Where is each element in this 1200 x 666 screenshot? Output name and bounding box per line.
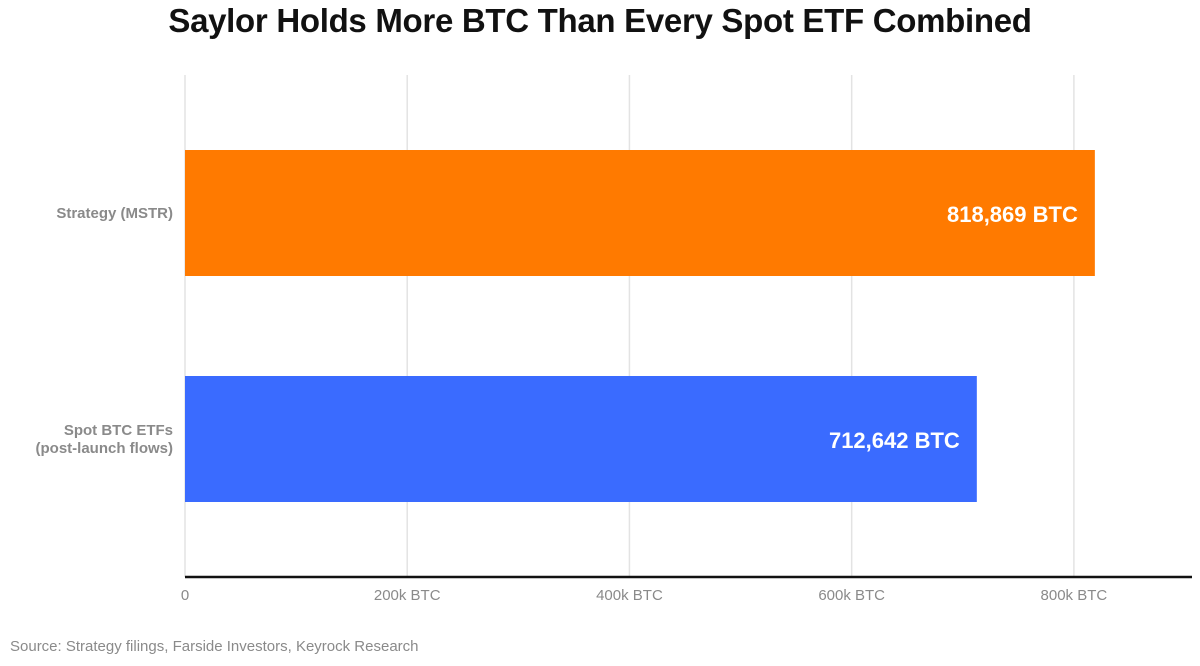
x-tick-label-1: 200k BTC xyxy=(374,587,441,604)
x-tick-label-3: 600k BTC xyxy=(818,587,885,604)
category-label-line: Spot BTC ETFs xyxy=(64,422,173,439)
category-label-line: (post-launch flows) xyxy=(36,440,174,457)
category-label-line: Strategy (MSTR) xyxy=(56,205,173,222)
category-label-0: Strategy (MSTR) xyxy=(56,205,173,222)
bar-0 xyxy=(185,150,1095,276)
bar-value-label-1: 712,642 BTC xyxy=(829,428,960,453)
x-tick-label-0: 0 xyxy=(181,587,189,604)
category-label-1: Spot BTC ETFs (post-launch flows) xyxy=(36,422,174,457)
chart-title: Saylor Holds More BTC Than Every Spot ET… xyxy=(168,2,1032,39)
x-tick-label-4: 800k BTC xyxy=(1041,587,1108,604)
x-tick-label-2: 400k BTC xyxy=(596,587,663,604)
source-note: Source: Strategy filings, Farside Invest… xyxy=(10,638,419,655)
bar-1 xyxy=(185,376,977,502)
bar-value-label-0: 818,869 BTC xyxy=(947,202,1078,227)
